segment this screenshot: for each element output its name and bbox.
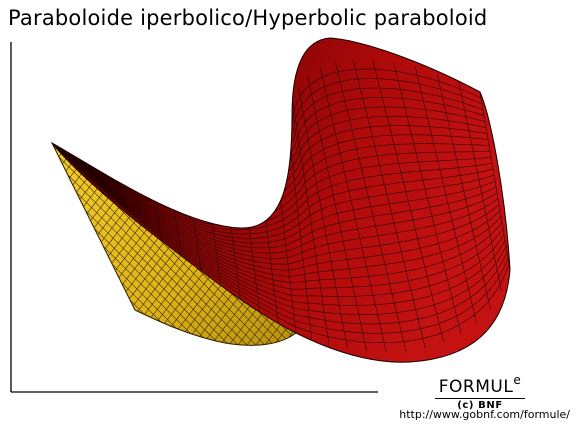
mesh-line (52, 142, 501, 271)
mesh-line (52, 142, 505, 297)
mesh-line (52, 143, 112, 346)
mesh-line (52, 142, 506, 306)
mesh-line (52, 143, 58, 346)
mesh-line (52, 142, 498, 254)
mesh-line (52, 142, 503, 284)
mesh-line (52, 142, 490, 219)
mesh-line (52, 143, 67, 346)
mesh-line (0, 120, 15, 380)
mesh-line (0, 120, 33, 380)
mesh-line (52, 142, 508, 325)
logo-word: FORMULe (434, 370, 526, 399)
mesh-line (228, 143, 296, 346)
upper-surface (51, 37, 511, 363)
mesh-line (52, 142, 497, 249)
mesh-line (0, 120, 6, 380)
mesh-line (0, 120, 42, 380)
logo-word-text: FORMUL (438, 377, 514, 397)
mesh-line (52, 142, 509, 334)
mesh-line (52, 142, 504, 290)
mesh-line (0, 120, 51, 380)
mesh-line (0, 120, 24, 380)
mesh-line (52, 142, 499, 259)
mesh-line (52, 142, 494, 235)
mesh-line (52, 142, 495, 239)
mesh-line (52, 142, 502, 277)
formule-logo: FORMULe (c) BNF (430, 370, 530, 411)
source-url[interactable]: http://www.gobnf.com/formule/ (399, 408, 570, 421)
mesh-line (0, 120, 39, 380)
mesh-line (52, 142, 507, 315)
mesh-line (52, 142, 510, 344)
mesh-line (52, 143, 256, 346)
mesh-line (201, 143, 296, 346)
mesh-line (52, 142, 492, 227)
page-title: Paraboloide iperbolico/Hyperbolic parabo… (8, 6, 488, 30)
mesh-line (52, 142, 491, 223)
mesh-line (255, 143, 296, 346)
mesh-line (237, 143, 296, 346)
mesh-line (0, 120, 48, 380)
mesh-line (219, 143, 296, 346)
mesh-line (52, 143, 61, 346)
mesh-line (52, 142, 500, 265)
mesh-line (52, 142, 493, 231)
mesh-line (52, 143, 265, 346)
logo-copyright: (c) BNF (457, 400, 503, 411)
mesh-line (52, 143, 97, 346)
mesh-line (246, 143, 296, 346)
mesh-line (52, 143, 247, 346)
mesh-line (52, 143, 106, 346)
mesh-line (210, 143, 296, 346)
mesh-line (52, 143, 103, 346)
mesh-line (0, 120, 30, 380)
mesh-line (52, 143, 115, 346)
logo-superscript: e (513, 373, 522, 387)
mesh-line (52, 142, 496, 244)
mesh-line (52, 143, 283, 346)
